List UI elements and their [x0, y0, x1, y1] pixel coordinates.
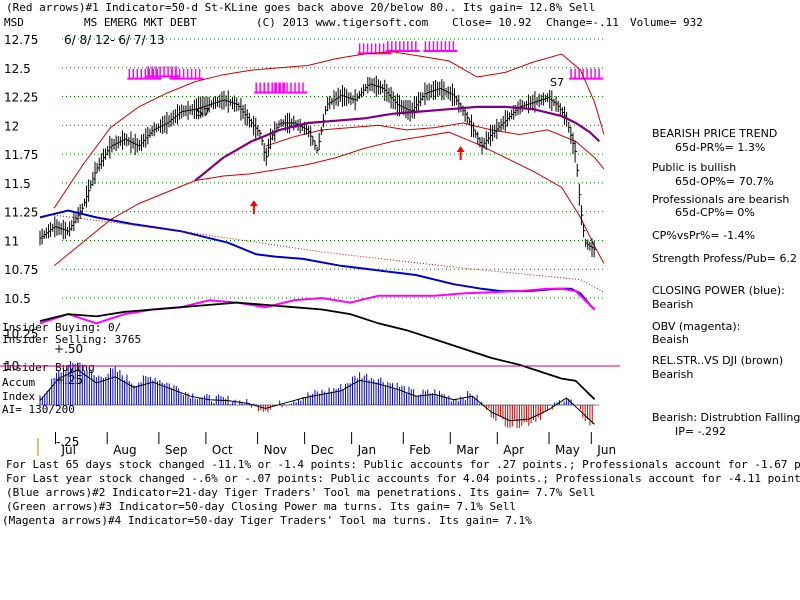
y-tick-4: 11.75: [4, 148, 38, 162]
y-tick-8: 10.75: [4, 263, 38, 277]
moving-average-line: [194, 105, 601, 182]
y-tick-3: 12: [4, 119, 19, 133]
x-tick-11: Jun: [596, 443, 616, 457]
rp-12: REL.STR..VS DJI (brown): [652, 354, 783, 367]
rp-11: Beaish: [652, 333, 689, 346]
volume-value: Volume= 932: [630, 16, 703, 29]
accum-label: Accum: [2, 376, 35, 389]
rp-4: Professionals are bearish: [652, 193, 789, 206]
y-tick-9: 10.5: [4, 292, 31, 306]
accum-ma-line: [39, 369, 595, 425]
rp-6: CP%vsPr%= -1.4%: [652, 229, 755, 242]
x-tick-8: Mar: [456, 443, 479, 457]
rp-15: IP= -.292: [675, 425, 726, 438]
x-tick-2: Sep: [165, 443, 188, 457]
x-tick-5: Dec: [311, 443, 334, 457]
rp-1: 65d-PR%= 1.3%: [675, 141, 765, 154]
red-arrow-1: [456, 146, 465, 161]
date-range: 6/ 8/ 12- 6/ 7/ 13: [64, 33, 165, 47]
minus-25-label: -.25: [56, 435, 79, 449]
cp-ma-dotted-line: [54, 214, 605, 293]
x-tick-4: Nov: [264, 443, 287, 457]
rp-2: Public is bullish: [652, 161, 736, 174]
insider-selling-label: Insider Selling: 3765: [2, 333, 141, 346]
y-tick-0: 12.75: [4, 33, 38, 47]
footer-line-1: For Last 65 days stock changed -11.1% or…: [6, 458, 800, 471]
accum-index-histogram: [39, 361, 600, 429]
y-tick-1: 12.5: [4, 62, 31, 76]
right-panel: BEARISH PRICE TREND 65d-PR%= 1.3% Public…: [652, 127, 800, 438]
plus-50-label: +.50: [54, 342, 83, 356]
y-tick-7: 11: [4, 234, 19, 248]
rp-13: Bearish: [652, 368, 693, 381]
header-indicator-line: (Red arrows)#1 Indicator=50-d St-KLine g…: [6, 1, 595, 14]
rp-7: Strength Profess/Pub= 6.2: [652, 252, 797, 265]
y-tick-6: 11.25: [4, 206, 38, 220]
bands: [53, 51, 605, 267]
obv-line: [39, 287, 596, 325]
indicator-lines: [39, 105, 605, 400]
close-value: Close= 10.92: [452, 16, 531, 29]
ai-label: AI= 130/200: [2, 403, 75, 416]
rp-8: CLOSING POWER (blue):: [652, 284, 785, 297]
footer-line-3: (Blue arrows)#2 Indicator=21-day Tiger T…: [6, 486, 595, 499]
x-tick-0: Jul: [61, 443, 76, 457]
rp-5: 65d-CP%= 0%: [675, 206, 755, 219]
insider-buying-label: Insider Buying: 0/: [2, 321, 121, 334]
x-tick-7: Feb: [409, 443, 430, 457]
y-tick-2: 12.25: [4, 91, 38, 105]
plus-25-label: +.25: [54, 373, 83, 387]
rp-14: Bearish: Distrubtion Falling: [652, 411, 800, 424]
signal-markers: [127, 41, 604, 215]
signal-label-s7-1: S7: [196, 106, 210, 119]
upper-band-line: [53, 51, 605, 209]
signal-label-s7-2: S7: [550, 76, 564, 89]
overlap-10-25-label: 10.25: [4, 327, 38, 341]
closing-power-line: [39, 209, 596, 311]
insider-buying-label-2: Insider Buying: [2, 361, 95, 374]
rp-0: BEARISH PRICE TREND: [652, 127, 777, 140]
relstr-line: [39, 301, 596, 400]
rp-10: OBV (magenta):: [652, 320, 740, 333]
price-bars: [39, 75, 597, 258]
fund-name: MS EMERG MKT DEBT: [84, 16, 197, 29]
index-label: Index: [2, 390, 35, 403]
x-tick-1: Aug: [113, 443, 136, 457]
red-arrow-0: [249, 200, 258, 215]
copyright: (C) 2013 www.tigersoft.com: [256, 16, 429, 29]
x-tick-10: May: [555, 443, 580, 457]
footer-line-2: For Last year stock changed -.6% or -.07…: [6, 472, 800, 485]
y-tick-5: 11.5: [4, 177, 31, 191]
rp-3: 65d-OP%= 70.7%: [675, 175, 774, 188]
rp-9: Bearish: [652, 298, 693, 311]
change-value: Change=-.11: [546, 16, 619, 29]
x-tick-9: Apr: [503, 443, 524, 457]
footer-line-5: (Magenta arrows)#4 Indicator=50-day Tige…: [2, 514, 532, 527]
ticker-symbol: MSD: [4, 16, 24, 29]
x-tick-3: Oct: [212, 443, 233, 457]
footer-line-4: (Green arrows)#3 Indicator=50-day Closin…: [6, 500, 516, 513]
lower-band-line: [53, 131, 605, 267]
x-tick-6: Jan: [357, 443, 377, 457]
y-axis-ticks: 12.75 12.5 12.25 12 11.75 11.5 11.25 11 10.75 10.…: [4, 33, 38, 306]
x-axis-ticks: Jul Aug Sep Oct Nov Dec Jan Feb Mar Apr May Jun: [37, 432, 616, 457]
